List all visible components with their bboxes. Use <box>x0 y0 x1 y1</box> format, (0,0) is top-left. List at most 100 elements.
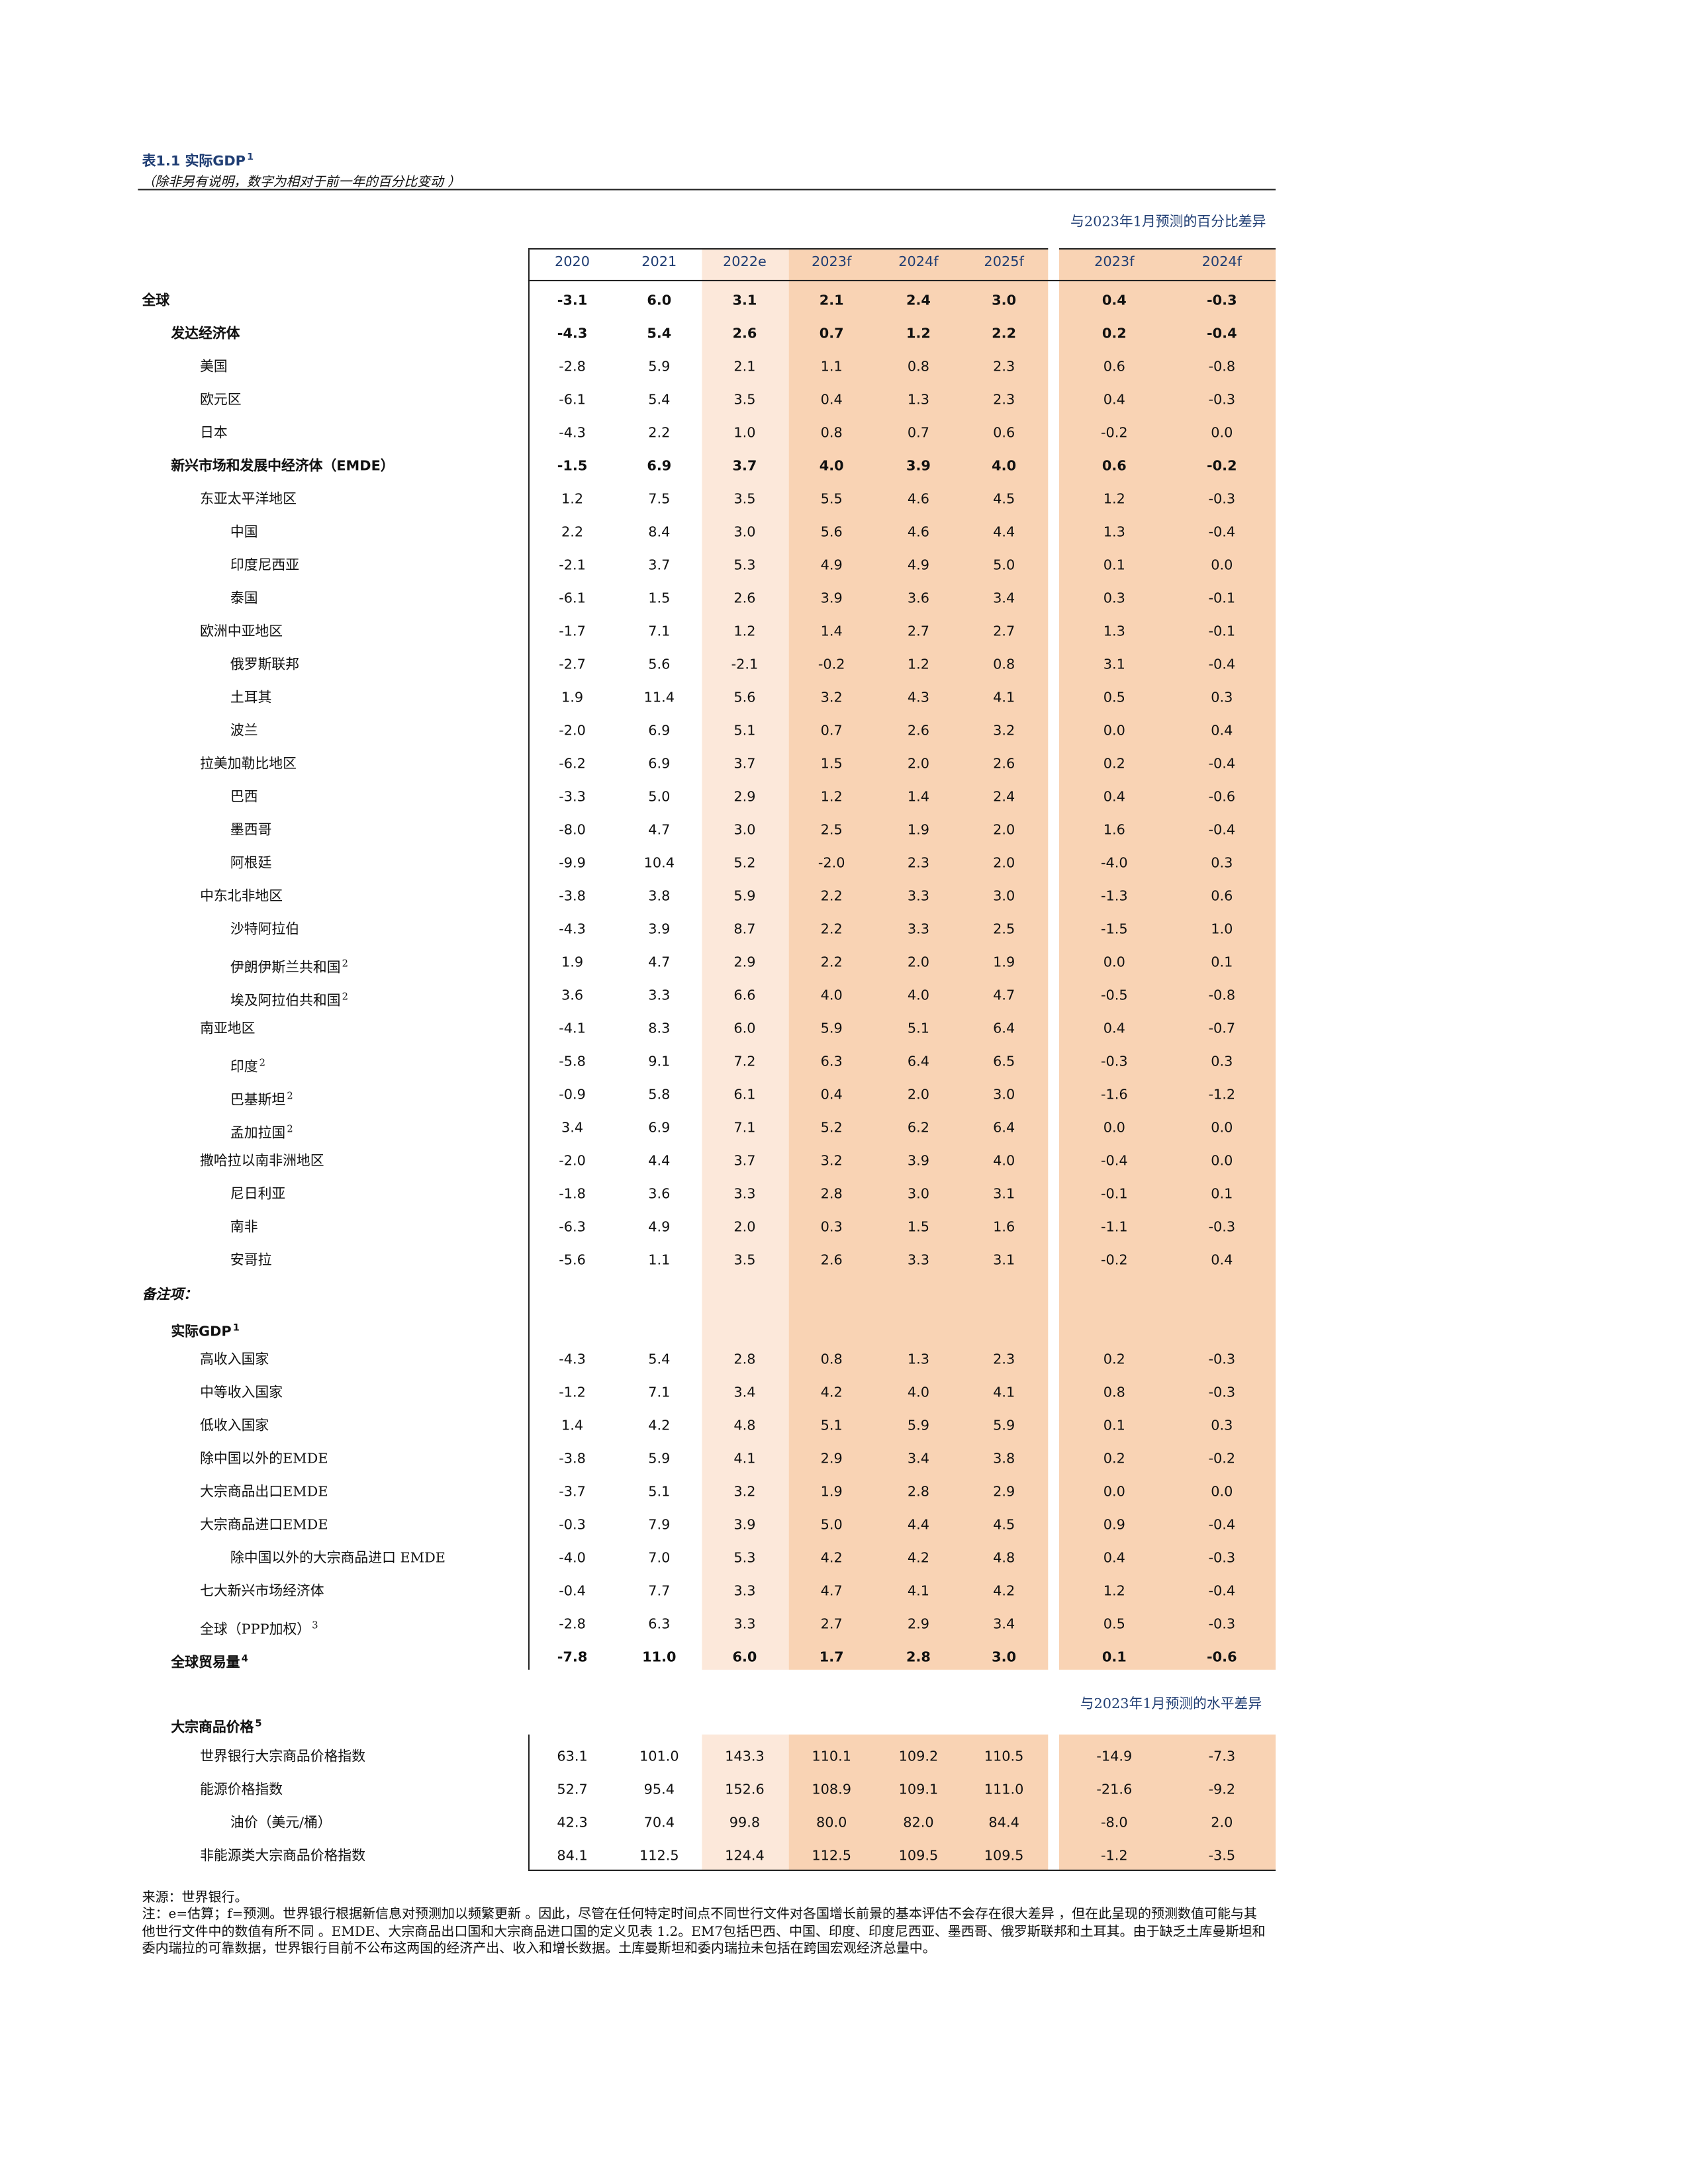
cell-value: -0.4 <box>1208 525 1236 541</box>
cell-value: 124.4 <box>725 1848 765 1864</box>
cell-value: 3.6 <box>561 988 584 1004</box>
label-text: 东亚太平洋地区 <box>200 492 297 508</box>
column-header: 2024f <box>1201 255 1242 271</box>
cell-value: 5.1 <box>648 1484 671 1500</box>
cell-value: 0.1 <box>1103 1418 1125 1434</box>
row-label: 日本 <box>200 425 228 444</box>
cell-value: 2.4 <box>906 293 931 309</box>
cell-value: 0.8 <box>1103 1385 1125 1401</box>
label-text: 高收入国家 <box>200 1352 269 1368</box>
cell-value: -0.3 <box>1208 1352 1236 1368</box>
cell-value: 3.9 <box>820 591 843 607</box>
footnote-mark: 5 <box>255 1717 262 1729</box>
cell-value: -0.4 <box>1208 657 1236 673</box>
cell-value: 6.2 <box>907 1120 930 1136</box>
cell-value: 4.4 <box>993 525 1015 541</box>
label-text: 印度 <box>230 1060 258 1075</box>
column-header: 2025f <box>984 255 1024 271</box>
cell-value: 7.2 <box>733 1054 756 1070</box>
cell-value: 1.2 <box>1103 492 1125 508</box>
cell-value: -2.7 <box>559 657 586 673</box>
cell-value: 3.5 <box>733 1253 756 1269</box>
row-label: 沙特阿拉伯 <box>230 921 299 940</box>
label-text: 土耳其 <box>230 690 272 706</box>
column-header: 2021 <box>641 255 677 271</box>
cell-value: 4.7 <box>648 955 671 971</box>
cell-value: -3.7 <box>559 1484 586 1500</box>
cell-value: -0.3 <box>1207 293 1237 309</box>
cell-value: 6.4 <box>907 1054 930 1070</box>
cell-value: 0.4 <box>1102 293 1127 309</box>
cell-value: 4.9 <box>820 558 843 574</box>
cell-value: 2.9 <box>733 955 756 971</box>
cell-value: 143.3 <box>725 1749 765 1765</box>
cell-value: 0.8 <box>820 426 843 441</box>
label-text: 低收入国家 <box>200 1418 269 1434</box>
cell-value: 4.0 <box>907 988 930 1004</box>
cell-value: 152.6 <box>725 1782 765 1798</box>
cell-value: -7.8 <box>557 1650 588 1666</box>
cell-value: 2.0 <box>1211 1815 1233 1831</box>
row-label: 七大新兴市场经济体 <box>200 1583 324 1602</box>
cell-value: -0.5 <box>1100 988 1128 1004</box>
cell-value: 0.7 <box>819 326 844 342</box>
cell-value: 5.9 <box>993 1418 1015 1434</box>
label-text: 安哥拉 <box>230 1253 272 1269</box>
cell-value: 3.4 <box>993 591 1015 607</box>
cell-value: 3.5 <box>733 392 756 408</box>
row-label: 能源价格指数 <box>200 1782 283 1801</box>
cell-value: 2.8 <box>733 1352 756 1368</box>
cell-value: 0.1 <box>1102 1650 1127 1666</box>
cell-value: -1.7 <box>559 624 586 640</box>
cell-value: 0.4 <box>1211 1253 1233 1269</box>
cell-value: -3.5 <box>1208 1848 1236 1864</box>
cell-value: 0.8 <box>820 1352 843 1368</box>
cell-value: 0.0 <box>1211 1120 1233 1136</box>
footnote-mark: 1 <box>232 1322 240 1334</box>
cell-value: -0.1 <box>1208 591 1236 607</box>
cell-value: 0.6 <box>1103 359 1125 375</box>
cell-value: 0.7 <box>907 426 930 441</box>
cell-value: -1.1 <box>1100 1220 1128 1236</box>
cell-value: 0.2 <box>1103 1451 1125 1467</box>
cell-value: 3.4 <box>733 1385 756 1401</box>
footnote: 注：e=估算；f=预测。世界银行根据新信息对预测加以频繁更新 。因此，尽管在任何… <box>142 1907 1266 1957</box>
cell-value: -4.3 <box>559 1352 586 1368</box>
cell-value: -2.1 <box>731 657 759 673</box>
cell-value: -0.6 <box>1207 1650 1237 1666</box>
cell-value: 3.4 <box>993 1617 1015 1633</box>
cell-value: 0.3 <box>1103 591 1125 607</box>
shade <box>1058 250 1276 1670</box>
label-text: 日本 <box>200 426 228 441</box>
shade <box>788 250 1049 1670</box>
row-label: 发达经济体 <box>171 326 240 345</box>
cell-value: 0.6 <box>993 426 1015 441</box>
cell-value: 2.0 <box>993 856 1015 872</box>
rule <box>528 250 530 1670</box>
cell-value: 0.4 <box>1103 392 1125 408</box>
cell-value: 4.4 <box>907 1518 930 1533</box>
column-header: 2023f <box>1094 255 1135 271</box>
cell-value: 2.2 <box>820 889 843 905</box>
cell-value: 7.0 <box>648 1551 671 1567</box>
cell-value: 5.9 <box>820 1021 843 1037</box>
cell-value: 3.3 <box>733 1617 756 1633</box>
cell-value: -0.2 <box>1100 1253 1128 1269</box>
cell-value: 3.7 <box>732 459 757 475</box>
cell-value: -4.0 <box>1100 856 1128 872</box>
cell-value: 9.1 <box>648 1054 671 1070</box>
cell-value: 1.4 <box>561 1418 584 1434</box>
cell-value: 6.9 <box>647 459 672 475</box>
cell-value: 2.8 <box>906 1650 931 1666</box>
label-text: 全球 <box>142 293 170 309</box>
label-text: 除中国以外的EMDE <box>200 1451 328 1467</box>
cell-value: 1.6 <box>993 1220 1015 1236</box>
cell-value: 6.4 <box>993 1120 1015 1136</box>
cell-value: 2.6 <box>733 591 756 607</box>
cell-value: 5.0 <box>993 558 1015 574</box>
cell-value: 3.8 <box>993 1451 1015 1467</box>
cell-value: 3.2 <box>993 723 1015 739</box>
row-label: 新兴市场和发展中经济体（EMDE） <box>171 458 394 477</box>
cell-value: -1.2 <box>559 1385 586 1401</box>
cell-value: 5.3 <box>733 1551 756 1567</box>
